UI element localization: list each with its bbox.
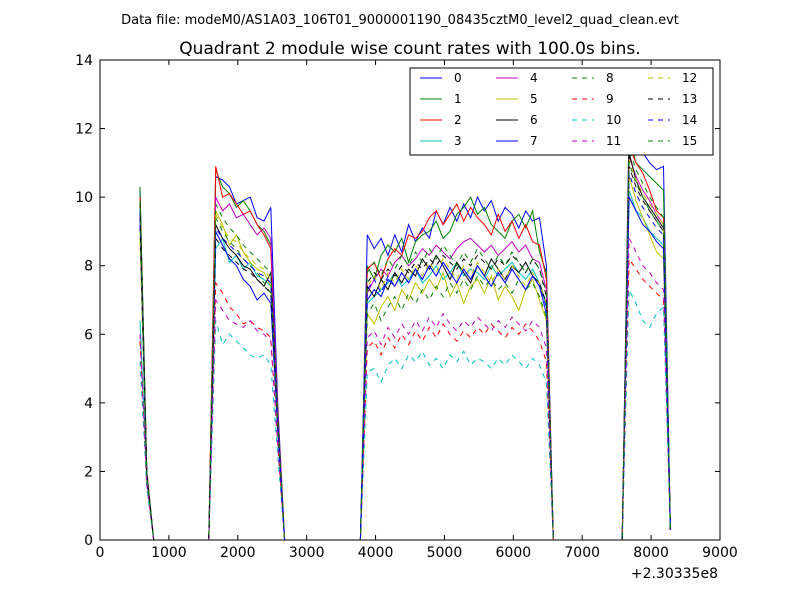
y-tick-label: 14 [75,53,93,69]
y-tick-label: 8 [84,259,93,275]
y-tick-label: 10 [75,190,93,206]
plot-frame [99,59,721,541]
y-tick-label: 4 [84,396,93,412]
legend-label-9: 9 [606,92,614,106]
legend-label-4: 4 [530,71,538,85]
legend-label-3: 3 [454,134,462,148]
chart-title: Quadrant 2 module wise count rates with … [179,39,640,59]
legend-label-15: 15 [682,134,697,148]
x-tick-label: 1000 [151,545,187,561]
series-line-15 [139,148,671,541]
x-offset-label: +2.30335e8 [631,566,718,582]
x-tick-label: 8000 [633,545,669,561]
x-tick-label: 4000 [358,545,394,561]
x-tick-label: 2000 [220,545,256,561]
y-tick-label: 2 [84,464,93,480]
x-tick-label: 0 [96,545,105,561]
axis-layer: 0 1000 2000 3000 4000 5000 6000 7000 8000 9000 0 2 4… [75,53,738,561]
y-tick-label: 0 [84,533,93,549]
legend-label-12: 12 [682,71,697,85]
data-file-label: Data file: modeM0/AS1A03_106T01_90000011… [121,13,679,28]
legend-label-5: 5 [530,92,538,106]
x-tick-label: 3000 [289,545,325,561]
y-tick-label: 12 [75,122,93,138]
legend-label-7: 7 [530,134,538,148]
legend-label-8: 8 [606,71,614,85]
legend-label-14: 14 [682,113,697,127]
x-tick-label: 6000 [496,545,532,561]
legend-label-6: 6 [530,113,538,127]
series-line-11 [139,238,671,541]
x-tick-label: 9000 [702,545,738,561]
legend-label-10: 10 [606,113,621,127]
series-line-13 [139,166,671,541]
legend-label-11: 11 [606,134,621,148]
y-tick-label: 6 [84,327,93,343]
x-tick-label: 5000 [427,545,463,561]
legend-label-13: 13 [682,92,697,106]
x-tick-label: 7000 [564,545,600,561]
legend-label-1: 1 [454,92,462,106]
legend-label-0: 0 [454,71,462,85]
legend-label-2: 2 [454,113,462,127]
